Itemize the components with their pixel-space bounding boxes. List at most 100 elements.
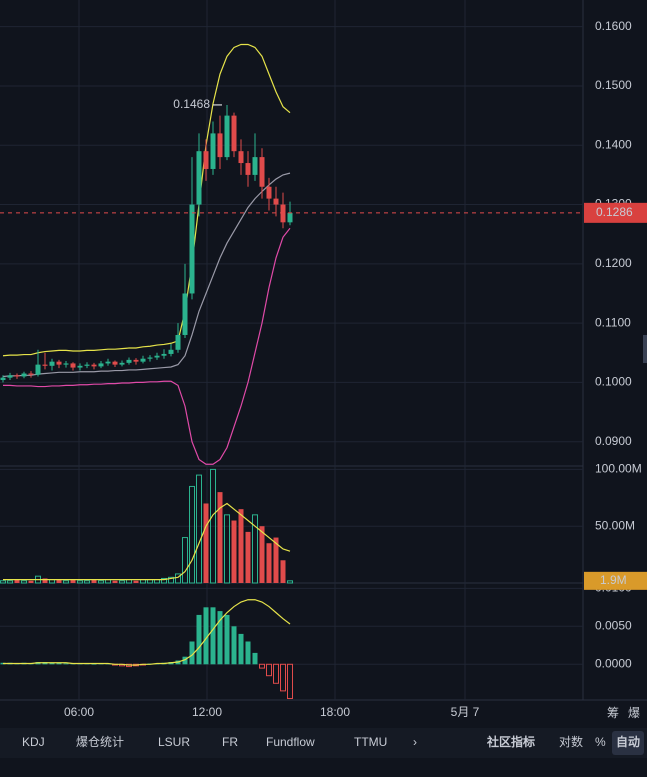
candle-body — [231, 115, 237, 152]
volume-bar — [42, 578, 48, 583]
candle-body — [140, 358, 146, 362]
candle-body — [126, 359, 132, 363]
tab-bar — [0, 728, 647, 758]
candle-body — [189, 204, 195, 294]
tool[interactable]: 社区指标 — [486, 734, 535, 749]
candle-body — [0, 377, 6, 381]
volume-bar — [168, 576, 174, 584]
candle-body — [63, 363, 69, 365]
volume-bar — [217, 492, 223, 583]
volume-bar — [98, 580, 104, 584]
auto-button-bg — [612, 731, 644, 755]
volume-bar — [21, 580, 27, 584]
macd-bar — [287, 663, 293, 699]
volume-bar — [189, 485, 195, 584]
tab[interactable]: LSUR — [158, 735, 190, 749]
macd-bar — [266, 663, 272, 677]
tool[interactable]: 对数 — [559, 734, 583, 749]
volume-tag — [584, 571, 647, 590]
peak-label: 0.1468 — [173, 97, 210, 111]
volume-bar — [280, 560, 286, 583]
macd-bar — [182, 656, 188, 665]
tab[interactable]: TTMU — [354, 735, 387, 749]
candle-body — [28, 373, 34, 375]
macd-bar — [224, 614, 230, 665]
volume-bar — [119, 580, 125, 584]
last-price-tag — [584, 202, 647, 223]
candle-body — [133, 359, 139, 362]
volume-bar — [7, 580, 13, 584]
x-tick-label: 06:00 — [64, 705, 94, 719]
volume-bar — [91, 579, 97, 583]
macd-bar — [273, 663, 279, 684]
candle-body — [119, 362, 125, 365]
volume-bar — [266, 543, 272, 583]
tab[interactable]: KDJ — [22, 735, 45, 749]
candle-body — [56, 361, 62, 365]
band-lower — [3, 227, 291, 465]
side-label: 筹 — [607, 706, 619, 720]
macd-bar — [196, 614, 202, 665]
candle-body — [49, 361, 55, 366]
volume-tag-label: 1.9M — [600, 573, 627, 587]
candle-body — [273, 198, 279, 205]
x-tick-label: 18:00 — [320, 705, 350, 719]
macd-bar — [217, 611, 223, 665]
volume-bar — [210, 468, 216, 584]
macd-bar — [203, 607, 209, 665]
candle-body — [224, 115, 230, 158]
tool[interactable]: 自动 — [616, 734, 640, 749]
macd-bar — [252, 652, 258, 665]
volume-bar — [112, 580, 118, 583]
volume-bar — [252, 514, 258, 584]
candle-body — [259, 157, 265, 187]
candle-body — [168, 349, 174, 354]
volume-bar — [238, 509, 244, 583]
volume-bar — [133, 580, 139, 583]
tab[interactable]: › — [413, 735, 417, 749]
macd-bar — [259, 663, 265, 669]
candle-body — [98, 363, 104, 367]
macd-bar — [245, 641, 251, 665]
y-tick-label: 0.0000 — [595, 656, 632, 670]
candle-body — [84, 364, 90, 366]
tab[interactable]: FR — [222, 735, 238, 749]
y-tick-label: 50.00M — [595, 518, 635, 532]
candle-body — [112, 361, 118, 365]
candle-body — [245, 163, 251, 175]
candle-body — [203, 151, 209, 169]
volume-bar — [273, 537, 279, 583]
tab[interactable]: 爆仓统计 — [76, 735, 124, 749]
volume-bar — [0, 580, 6, 584]
macd-bar — [56, 662, 62, 665]
last-price-label: 0.1286 — [596, 205, 633, 219]
volume-bar — [259, 526, 265, 583]
volume-bar — [63, 580, 69, 584]
candle-body — [280, 204, 286, 223]
macd-bar — [231, 626, 237, 665]
macd-bar — [189, 641, 195, 665]
candle-body — [266, 186, 272, 199]
candle-body — [196, 151, 202, 205]
tab[interactable]: Fundflow — [266, 735, 315, 749]
volume-bar — [287, 580, 293, 584]
volume-bar — [175, 573, 181, 584]
volume-bar — [231, 520, 237, 583]
volume-bar — [161, 577, 167, 584]
scroll-handle — [643, 335, 647, 363]
x-tick-label: 12:00 — [192, 705, 222, 719]
candle-body — [14, 375, 20, 377]
volume-bar — [77, 580, 83, 584]
candle-body — [210, 133, 216, 169]
tool[interactable]: % — [595, 735, 606, 749]
y-tick-label: 0.0900 — [595, 434, 632, 448]
volume-bar — [182, 537, 188, 584]
volume-bar — [203, 503, 209, 583]
y-tick-label: 0.1000 — [595, 375, 632, 389]
candle-body — [147, 357, 153, 359]
volume-bar — [14, 579, 20, 583]
x-tick-label: 5月 7 — [451, 705, 480, 719]
candle-body — [91, 364, 97, 367]
